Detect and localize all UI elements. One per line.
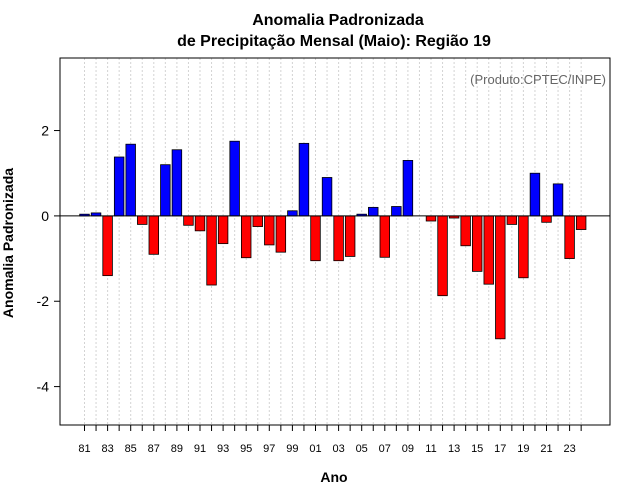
y-tick-label: -4 xyxy=(37,379,50,395)
x-tick-label: 99 xyxy=(286,443,298,455)
x-tick-label: 09 xyxy=(402,443,414,455)
chart-title-line1: Anomalia Padronizada xyxy=(252,12,424,29)
bar-21 xyxy=(541,215,552,223)
bar-85 xyxy=(125,143,136,217)
x-tick-label: 01 xyxy=(309,443,321,455)
bar-01 xyxy=(310,215,321,262)
x-axis-label: Ano xyxy=(320,469,347,485)
bar-83 xyxy=(102,215,113,277)
grid xyxy=(84,58,582,425)
bar-08 xyxy=(391,206,402,217)
x-tick-label: 03 xyxy=(332,443,344,455)
bar-96 xyxy=(252,215,263,227)
bar-11 xyxy=(425,215,437,222)
bar-16 xyxy=(483,215,494,285)
x-axis: 81 83 85 87 89 91 93 95 97 99 01 03 05 07 09 11 13 15 17 19… xyxy=(78,425,582,455)
x-tick-label: 05 xyxy=(356,443,368,455)
credit-text: (Produto:CPTEC/INPE) xyxy=(470,72,606,87)
plot-frame xyxy=(59,57,611,426)
x-tick-label: 87 xyxy=(148,443,160,455)
y-axis-label: Anomalia Padronizada xyxy=(0,168,16,318)
bar-07 xyxy=(379,215,391,258)
bar-90 xyxy=(183,215,194,226)
y-axis: -4 -2 0 2 xyxy=(37,123,60,395)
bar-22 xyxy=(552,183,564,217)
bar-95 xyxy=(240,215,252,259)
x-tick-label: 97 xyxy=(263,443,275,455)
bar-84 xyxy=(113,156,125,217)
x-tick-label: 11 xyxy=(425,443,436,455)
x-tick-label: 81 xyxy=(78,443,90,455)
x-tick-label: 07 xyxy=(379,443,391,455)
y-tick-label: -2 xyxy=(37,293,50,309)
bar-19 xyxy=(518,215,529,279)
bar-00 xyxy=(298,142,310,217)
x-tick-label: 93 xyxy=(217,443,229,455)
x-tick-label: 15 xyxy=(471,443,483,455)
x-tick-label: 13 xyxy=(448,443,460,455)
chart-title-line2: de Precipitação Mensal (Maio): Região 19 xyxy=(177,33,491,50)
bar-23 xyxy=(564,215,575,259)
bar-15 xyxy=(471,215,483,272)
x-tick-label: 23 xyxy=(563,443,575,455)
bar-18 xyxy=(506,215,518,225)
bar-97 xyxy=(264,215,275,246)
bar-04 xyxy=(344,215,356,257)
bar-99 xyxy=(287,210,298,217)
y-tick-label: 2 xyxy=(41,123,49,139)
bar-94 xyxy=(229,140,240,217)
bar-09 xyxy=(402,160,414,217)
bars xyxy=(79,140,587,340)
bar-91 xyxy=(194,215,206,232)
bar-88 xyxy=(160,164,171,217)
bar-14 xyxy=(460,215,471,247)
x-tick-label: 19 xyxy=(517,443,529,455)
x-tick-label: 21 xyxy=(540,443,552,455)
bar-06 xyxy=(368,206,379,217)
bar-92 xyxy=(206,215,217,286)
bar-17 xyxy=(495,215,506,340)
bar-98 xyxy=(275,215,287,253)
bar-12 xyxy=(437,215,448,297)
bar-86 xyxy=(137,215,148,225)
x-tick-label: 17 xyxy=(494,443,506,455)
bar-03 xyxy=(333,215,344,262)
bar-24 xyxy=(575,215,587,230)
x-tick-label: 85 xyxy=(125,443,137,455)
bar-20 xyxy=(529,172,541,217)
bar-89 xyxy=(171,149,183,217)
y-tick-label: 0 xyxy=(41,208,49,224)
bar-02 xyxy=(321,177,333,217)
bar-87 xyxy=(148,215,160,255)
x-tick-label: 95 xyxy=(240,443,252,455)
x-tick-label: 83 xyxy=(101,443,113,455)
x-tick-label: 91 xyxy=(194,443,206,455)
x-tick-label: 89 xyxy=(171,443,183,455)
bar-93 xyxy=(217,215,229,245)
